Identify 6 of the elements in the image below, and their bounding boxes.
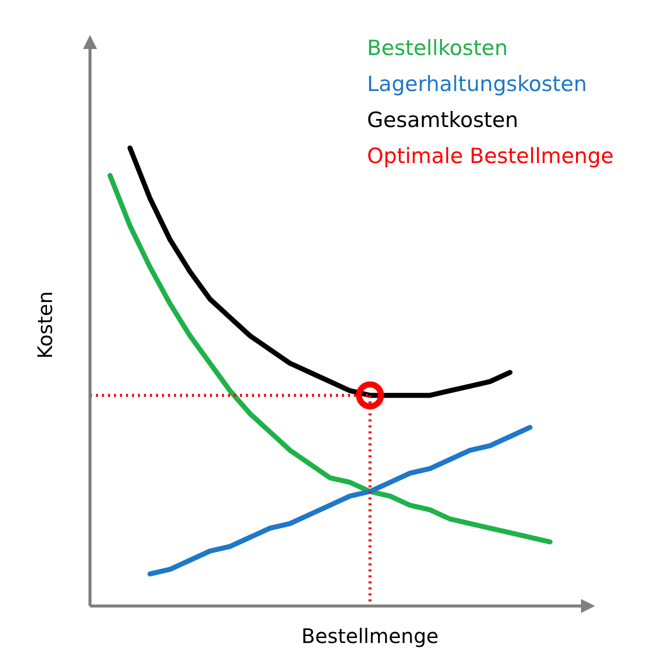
y-axis-title: Kosten (33, 291, 57, 359)
text: Bestellkosten (367, 36, 508, 60)
text: Gesamtkosten (367, 108, 518, 132)
text: Optimale Bestellmenge (367, 144, 614, 168)
x-axis-title: Bestellmenge (301, 624, 439, 648)
text: Lagerhaltungskosten (367, 72, 587, 96)
